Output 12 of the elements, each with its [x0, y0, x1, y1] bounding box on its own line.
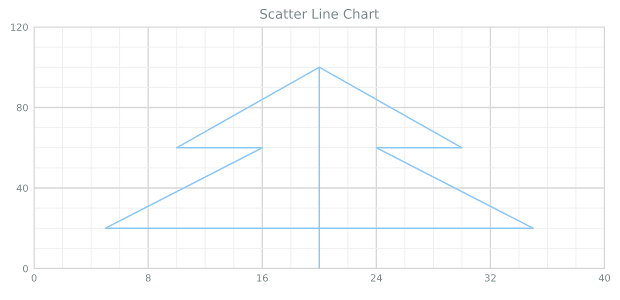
- y-tick-label: 40: [16, 184, 28, 192]
- x-tick-label: 32: [484, 274, 496, 282]
- x-tick-label: 8: [146, 274, 151, 282]
- y-tick-label: 120: [11, 23, 28, 31]
- y-tick-label: 80: [16, 104, 28, 112]
- y-tick-label: 0: [23, 264, 28, 272]
- x-tick-label: 40: [598, 274, 610, 282]
- line-series: [104, 66, 534, 268]
- chart-title: Scatter Line Chart: [260, 8, 379, 19]
- x-tick-label: 16: [257, 274, 268, 282]
- x-tick-label: 24: [370, 274, 382, 282]
- x-tick-label: 0: [32, 274, 37, 282]
